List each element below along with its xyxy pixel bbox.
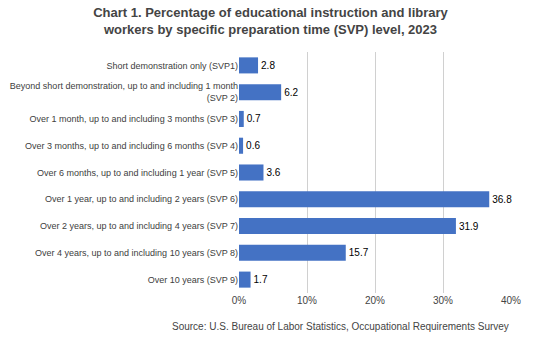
svg-text:0.6: 0.6 (246, 140, 260, 151)
svg-text:Beyond short demonstration, up: Beyond short demonstration, up to and in… (10, 81, 238, 103)
svg-text:1.7: 1.7 (254, 274, 268, 285)
svg-text:31.9: 31.9 (459, 221, 479, 232)
svg-text:2.8: 2.8 (261, 60, 275, 71)
svg-text:15.7: 15.7 (349, 247, 369, 258)
svg-text:Over 1 month, up to and includ: Over 1 month, up to and including 3 mont… (30, 114, 238, 124)
svg-text:Short demonstration only (SVP1: Short demonstration only (SVP1) (106, 61, 238, 71)
svg-text:0%: 0% (232, 295, 247, 306)
svg-text:Over 3 months, up to and inclu: Over 3 months, up to and including 6 mon… (25, 141, 238, 151)
svg-text:Over 1 year, up to and includi: Over 1 year, up to and including 2 years… (45, 194, 238, 204)
svg-text:Over 4 years, up to and includ: Over 4 years, up to and including 10 yea… (35, 248, 238, 258)
svg-text:Over 2 years, up to and includ: Over 2 years, up to and including 4 year… (40, 221, 238, 231)
svg-text:20%: 20% (365, 295, 385, 306)
svg-text:Chart 1. Percentage of educati: Chart 1. Percentage of educational instr… (93, 5, 448, 37)
svg-text:30%: 30% (433, 295, 453, 306)
svg-text:10%: 10% (297, 295, 317, 306)
svg-text:Over 6 months, up to and inclu: Over 6 months, up to and including 1 yea… (37, 168, 238, 178)
svg-text:Source: U.S. Bureau of Labor S: Source: U.S. Bureau of Labor Statistics,… (172, 321, 509, 332)
svg-text:36.8: 36.8 (492, 194, 512, 205)
svg-text:3.6: 3.6 (266, 167, 280, 178)
svg-text:6.2: 6.2 (284, 87, 298, 98)
svg-text:Over 10 years (SVP 9): Over 10 years (SVP 9) (148, 275, 238, 285)
svg-text:0.7: 0.7 (247, 113, 261, 124)
svg-text:40%: 40% (501, 295, 521, 306)
